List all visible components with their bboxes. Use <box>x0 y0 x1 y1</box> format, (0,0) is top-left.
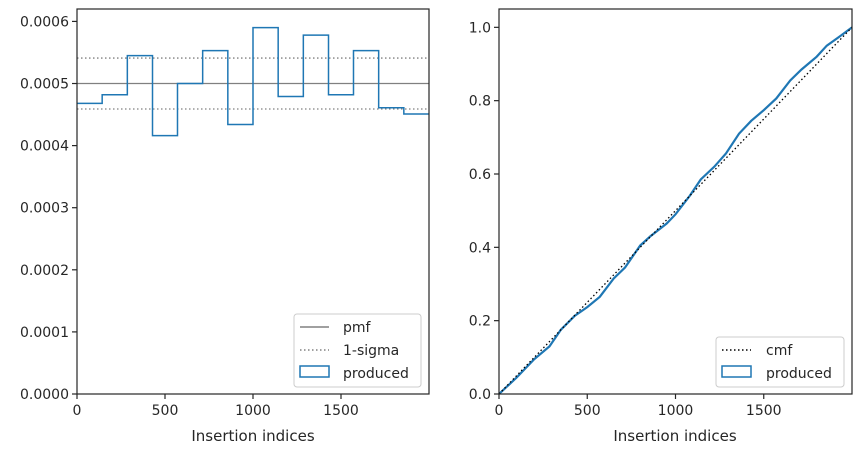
y-tick-label: 0.4 <box>469 240 491 256</box>
y-tick-label: 0.0 <box>469 387 491 403</box>
right-legend-box <box>715 336 845 388</box>
y-tick-label: 0.0002 <box>20 263 69 279</box>
left-axes-frame <box>76 8 430 395</box>
x-tick-label: 1500 <box>746 403 782 419</box>
y-tick-label: 0.0003 <box>20 201 69 217</box>
left-legend-box <box>293 313 422 388</box>
right-axes: 0.0 0.2 0.4 0.6 0.8 1.0 0 500 1000 1500 Insertio… <box>469 8 853 445</box>
x-tick-label: 1000 <box>658 403 694 419</box>
legend-sigma-label: 1-sigma <box>343 343 399 359</box>
x-tick-label: 500 <box>574 403 601 419</box>
left-axes: 0.0000 0.0001 0.0002 0.0003 0.0004 0.0005 0.00… <box>20 8 430 445</box>
right-y-ticks: 0.0 0.2 0.4 0.6 0.8 1.0 <box>469 20 499 403</box>
right-plot-area <box>498 26 853 395</box>
y-tick-label: 0.2 <box>469 314 491 330</box>
y-tick-label: 1.0 <box>469 20 491 36</box>
y-tick-label: 0.0005 <box>20 77 69 93</box>
left-x-axis-label: Insertion indices <box>191 427 314 445</box>
cmf-line <box>498 26 853 395</box>
legend-pmf-label: pmf <box>343 320 372 336</box>
left-y-ticks: 0.0000 0.0001 0.0002 0.0003 0.0004 0.0005 0.00… <box>20 14 77 403</box>
legend-produced-swatch-right <box>721 365 752 378</box>
y-tick-label: 0.0006 <box>20 14 69 30</box>
y-tick-label: 0.6 <box>469 167 491 183</box>
x-tick-label: 1500 <box>323 403 359 419</box>
legend-produced-swatch <box>299 365 330 378</box>
y-tick-label: 0.0004 <box>20 139 69 155</box>
y-tick-label: 0.8 <box>469 94 491 110</box>
produced-cumulative-line <box>498 26 853 395</box>
legend-cmf-label: cmf <box>766 343 793 359</box>
y-tick-label: 0.0001 <box>20 325 69 341</box>
x-tick-label: 0 <box>495 403 504 419</box>
legend-produced-label-right: produced <box>766 366 832 382</box>
legend-produced-label: produced <box>343 366 409 382</box>
produced-step-histogram <box>77 26 429 137</box>
right-x-ticks: 0 500 1000 1500 <box>495 394 782 419</box>
right-legend: cmf produced <box>715 336 845 388</box>
left-x-ticks: 0 500 1000 1500 <box>73 394 359 419</box>
left-plot-area <box>77 26 429 137</box>
y-tick-label: 0.0000 <box>20 387 69 403</box>
right-axes-frame <box>498 8 853 395</box>
x-tick-label: 0 <box>73 403 82 419</box>
x-tick-label: 500 <box>152 403 179 419</box>
x-tick-label: 1000 <box>235 403 271 419</box>
right-x-axis-label: Insertion indices <box>613 427 736 445</box>
left-legend: pmf 1-sigma produced <box>293 313 422 388</box>
